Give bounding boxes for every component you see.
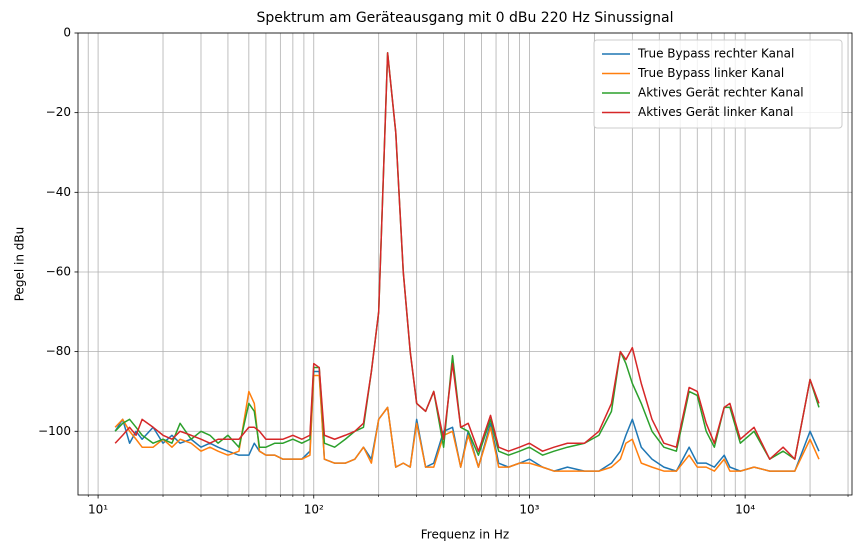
y-tick-label: −60	[46, 264, 71, 278]
y-axis-label: Pegel in dBu	[13, 227, 27, 302]
y-tick-label: −40	[46, 185, 71, 199]
y-tick-label: −100	[38, 424, 71, 438]
legend-label: Aktives Gerät rechter Kanal	[638, 86, 804, 100]
chart-title: Spektrum am Geräteausgang mit 0 dBu 220 …	[256, 10, 673, 26]
y-tick-label: 0	[63, 26, 71, 40]
grid	[78, 32, 852, 495]
x-axis-label: Frequenz in Hz	[421, 528, 509, 542]
y-tick-label: −80	[46, 344, 71, 358]
legend-label: Aktives Gerät linker Kanal	[638, 105, 793, 119]
legend-box	[593, 39, 843, 129]
series-line	[114, 52, 820, 460]
legend-label: True Bypass rechter Kanal	[637, 47, 794, 61]
x-tick-label: 10¹	[88, 503, 108, 517]
legend: True Bypass rechter Kanal True Bypass lin…	[593, 39, 843, 129]
x-tick-label: 10²	[304, 503, 324, 517]
x-tick-label: 10³	[519, 503, 539, 517]
series-line	[114, 374, 820, 472]
y-tick-label: −20	[46, 105, 71, 119]
plot-frame	[77, 32, 853, 496]
x-tick-label: 10⁴	[735, 503, 755, 517]
legend-label: True Bypass linker Kanal	[637, 66, 784, 80]
